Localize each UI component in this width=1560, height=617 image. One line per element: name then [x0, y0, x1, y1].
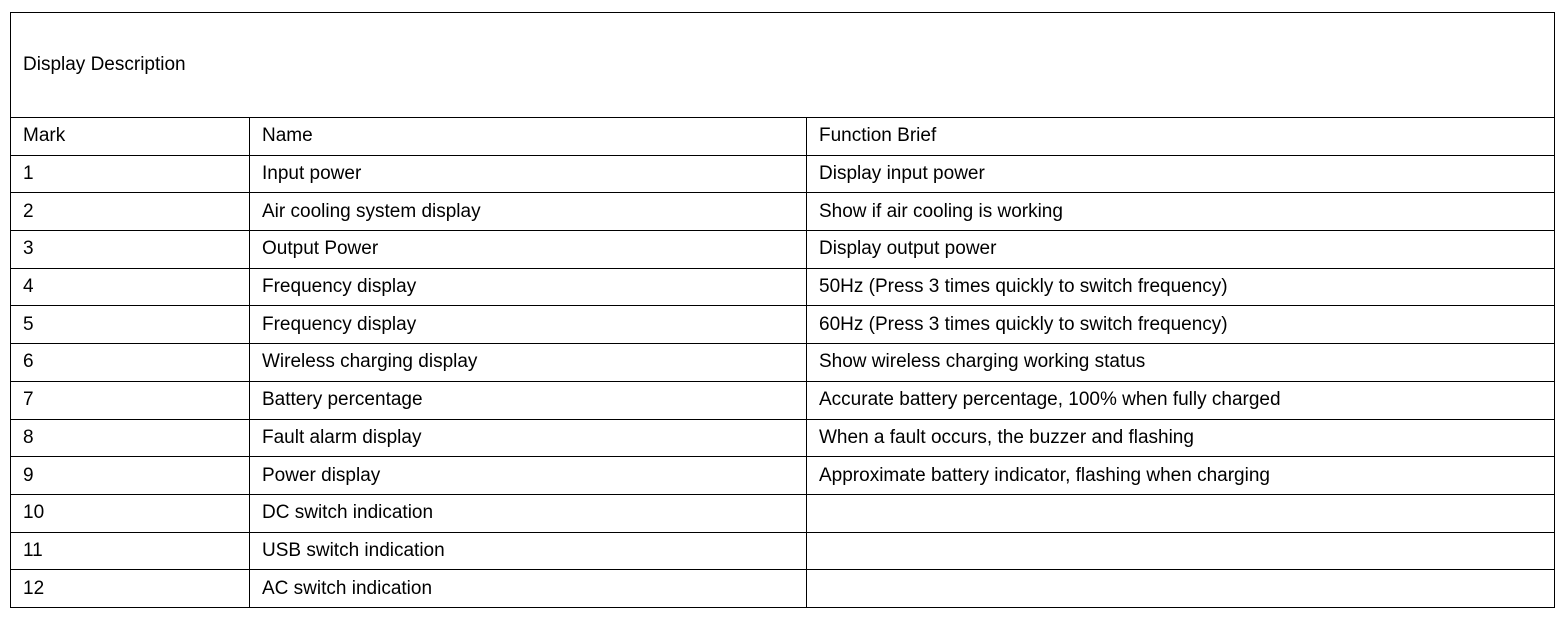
cell-function-brief: Display output power — [805, 230, 1556, 269]
table-row: 5 Frequency display 60Hz (Press 3 times qu… — [10, 305, 1556, 345]
cell-function-brief: Accurate battery percentage, 100% when f… — [805, 380, 1556, 420]
cell-mark: 5 — [10, 305, 250, 345]
cell-mark: 2 — [10, 192, 250, 232]
cell-mark: 4 — [10, 267, 250, 307]
cell-mark: 7 — [10, 380, 250, 420]
cell-function-brief: Approximate battery indicator, flashing … — [805, 456, 1556, 495]
cell-name: Battery percentage — [249, 380, 807, 420]
table-row: 3 Output Power Display output power — [10, 230, 1556, 269]
cell-name: USB switch indication — [249, 531, 807, 571]
cell-mark: 1 — [10, 154, 250, 194]
cell-function-brief: Display input power — [805, 154, 1556, 194]
table-row: 1 Input power Display input power — [10, 154, 1556, 194]
header-name: Name — [249, 117, 807, 156]
cell-name: Power display — [249, 456, 807, 495]
cell-name: Frequency display — [249, 305, 807, 345]
cell-function-brief: 50Hz (Press 3 times quickly to switch fr… — [805, 267, 1556, 307]
cell-function-brief: Show wireless charging working status — [805, 343, 1556, 382]
cell-name: DC switch indication — [249, 493, 807, 533]
table-title: Display Description — [9, 12, 1556, 118]
header-mark: Mark — [10, 117, 250, 156]
cell-name: AC switch indication — [249, 569, 807, 608]
table-row: 11 USB switch indication — [10, 531, 1556, 571]
cell-function-brief — [805, 493, 1556, 533]
cell-function-brief — [805, 569, 1556, 608]
display-description-table: Display Description Mark Name Function B… — [9, 12, 1556, 608]
cell-function-brief: Show if air cooling is working — [805, 192, 1556, 232]
table-row: 10 DC switch indication — [10, 493, 1556, 533]
title-row: Display Description — [9, 12, 1556, 118]
cell-name: Output Power — [249, 230, 807, 269]
table-row: 8 Fault alarm display When a fault occurs,… — [10, 418, 1556, 458]
table-row: 2 Air cooling system display Show if air c… — [10, 192, 1556, 232]
cell-name: Input power — [249, 154, 807, 194]
cell-name: Frequency display — [249, 267, 807, 307]
table-row: 4 Frequency display 50Hz (Press 3 times qu… — [10, 267, 1556, 307]
cell-function-brief: 60Hz (Press 3 times quickly to switch fr… — [805, 305, 1556, 345]
cell-mark: 9 — [10, 456, 250, 495]
table-row: 12 AC switch indication — [10, 569, 1556, 608]
cell-function-brief — [805, 531, 1556, 571]
table-row: 9 Power display Approximate battery indica… — [10, 456, 1556, 495]
cell-mark: 6 — [10, 343, 250, 382]
cell-mark: 12 — [10, 569, 250, 608]
cell-mark: 11 — [10, 531, 250, 571]
cell-name: Fault alarm display — [249, 418, 807, 458]
cell-mark: 10 — [10, 493, 250, 533]
cell-mark: 3 — [10, 230, 250, 269]
cell-mark: 8 — [10, 418, 250, 458]
cell-name: Air cooling system display — [249, 192, 807, 232]
table-row: 6 Wireless charging display Show wireless … — [10, 343, 1556, 382]
cell-name: Wireless charging display — [249, 343, 807, 382]
header-function-brief: Function Brief — [805, 117, 1556, 156]
table-row: 7 Battery percentage Accurate battery perc… — [10, 380, 1556, 420]
cell-function-brief: When a fault occurs, the buzzer and flas… — [805, 418, 1556, 458]
header-row: Mark Name Function Brief — [10, 117, 1556, 156]
